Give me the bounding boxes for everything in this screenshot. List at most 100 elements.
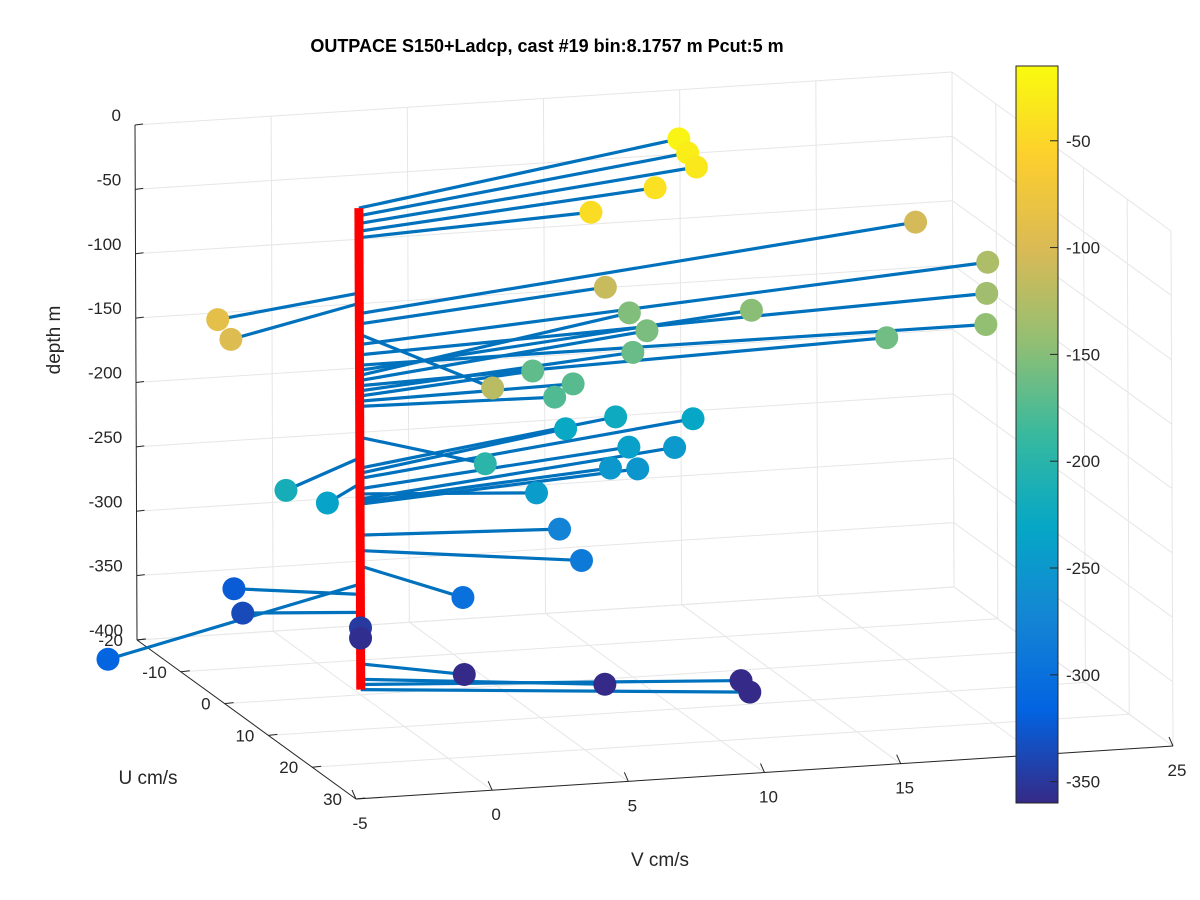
data-point (481, 376, 505, 400)
velocity-stick (359, 564, 464, 599)
u-tick-mark (180, 670, 190, 673)
data-point (598, 456, 622, 480)
data-point (617, 301, 641, 325)
data-point (451, 585, 475, 609)
velocity-stick (360, 548, 582, 563)
grid-line-depth (951, 71, 1172, 232)
v-tick-label: -5 (352, 814, 367, 833)
velocity-sticks (107, 137, 988, 694)
data-point (875, 326, 899, 350)
data-point (684, 155, 708, 179)
depth-tick-mark (136, 445, 145, 448)
data-point (593, 672, 617, 696)
u-tick-label: -10 (142, 663, 167, 682)
v-tick-mark (1168, 736, 1174, 747)
u-tick-mark (355, 797, 366, 800)
data-point (904, 210, 928, 234)
grid-line-v (817, 595, 1038, 756)
depth-mast (354, 208, 366, 690)
grid-line-u (312, 713, 1130, 768)
velocity-stick (360, 678, 742, 687)
data-point (96, 647, 120, 671)
velocity-stick (358, 137, 680, 210)
depth-tick-label: -350 (89, 557, 123, 576)
data-point (222, 577, 246, 601)
velocity-stick (233, 587, 361, 596)
velocity-stick (360, 688, 750, 694)
data-point (231, 601, 255, 625)
data-point (739, 298, 763, 322)
depth-tick-mark (135, 187, 144, 190)
velocity-stick (358, 165, 697, 226)
velocity-stick (359, 220, 916, 316)
velocity-stick (359, 467, 638, 506)
grid-line-depth (135, 135, 953, 190)
v-tick-mark (896, 754, 902, 764)
velocity-stick (359, 395, 555, 408)
data-point (452, 662, 476, 686)
data-points (96, 127, 1000, 704)
u-tick-mark (268, 733, 278, 736)
colorbar: -50 -100 -150 -200 -250 -300 -350 (1015, 65, 1100, 804)
v-tick-mark (623, 772, 629, 782)
depth-tick-mark (135, 316, 144, 319)
depth-tick-label: -100 (87, 235, 121, 254)
depth-tick-mark (135, 381, 145, 383)
depth-tick-mark (136, 574, 145, 577)
u-tick-mark (136, 638, 147, 641)
colorbar-tick-label: -100 (1066, 239, 1100, 258)
data-point (975, 281, 999, 305)
velocity-stick (359, 311, 630, 378)
colorbar-tick-label: -150 (1066, 345, 1100, 364)
colorbar-tick-label: -200 (1066, 452, 1100, 471)
data-point (681, 407, 705, 431)
grid-line-depth (952, 329, 1173, 489)
v-tick-mark (760, 763, 765, 773)
v-tick-label: 25 (1168, 761, 1187, 780)
axis-ticks: 0-50-100-150-200-250-300-350-400-20-1001… (87, 106, 1186, 833)
depth-tick-label: -200 (88, 364, 122, 383)
v-tick-label: 10 (759, 788, 778, 807)
grid-line-v (272, 630, 493, 791)
grid-line-depth (136, 393, 954, 448)
colorbar-tick-label: -300 (1066, 666, 1100, 685)
data-point (626, 457, 650, 481)
v-tick-mark (351, 789, 357, 800)
grid-line-depth (953, 457, 1173, 618)
velocity-stick (359, 329, 648, 383)
data-point (219, 327, 243, 351)
data-point (635, 319, 659, 343)
velocity-stick (359, 382, 574, 403)
depth-tick-label: -50 (97, 170, 122, 189)
grid-line-u (268, 681, 1086, 736)
velocity-stick (359, 291, 987, 357)
velocity-stick (359, 350, 634, 393)
depth-tick-label: -300 (88, 492, 122, 511)
depth-tick-label: -400 (89, 621, 123, 640)
data-point (473, 452, 497, 476)
data-point (206, 308, 230, 332)
velocity-stick (359, 417, 694, 481)
data-point (617, 435, 641, 459)
velocity-stick (217, 291, 360, 322)
velocity-stick (285, 456, 361, 492)
velocity-stick (107, 582, 361, 661)
grid-line-depth (952, 393, 1173, 554)
grid-line-depth (136, 457, 954, 512)
data-point (974, 313, 998, 337)
u-tick-label: 20 (279, 758, 298, 777)
data-point (621, 340, 645, 364)
grid-line-v (409, 621, 629, 782)
v-tick-label: 5 (628, 796, 637, 815)
velocity-stick (242, 610, 361, 615)
grid-line-v (681, 604, 901, 765)
colorbar-tick-label: -350 (1066, 773, 1100, 792)
data-point (976, 250, 1000, 274)
data-point (274, 478, 298, 502)
data-point (643, 176, 667, 200)
v-tick-mark (487, 780, 493, 791)
velocity-stick (358, 210, 592, 240)
data-point (349, 626, 373, 650)
depth-tick-label: -150 (88, 299, 122, 318)
